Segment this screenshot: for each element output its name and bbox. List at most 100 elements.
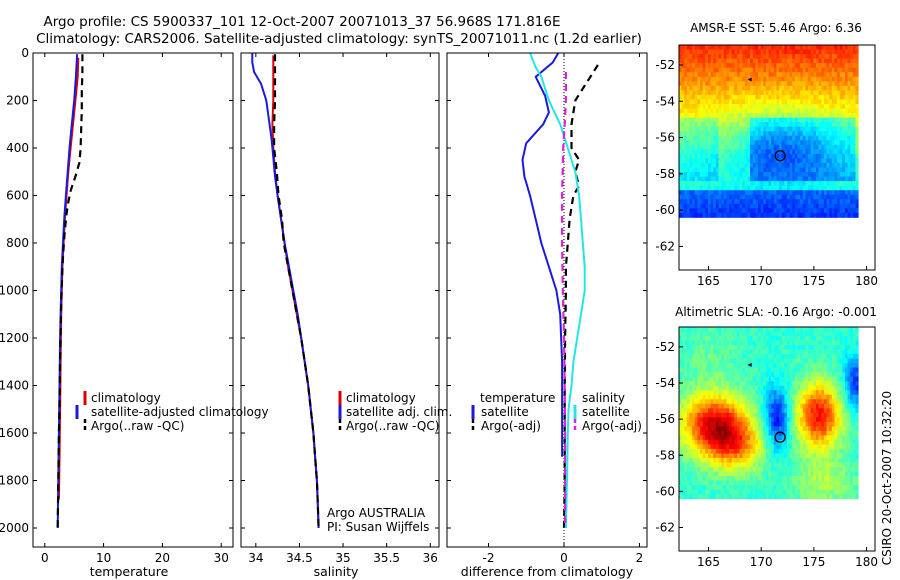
map-cell	[742, 394, 746, 400]
map-cell	[750, 385, 754, 391]
map-cell	[771, 72, 775, 78]
map-cell	[845, 153, 849, 159]
map-cell	[826, 176, 830, 182]
map-cell	[829, 203, 833, 209]
map-cell	[831, 376, 835, 382]
map-cell	[765, 327, 769, 332]
map-cell	[773, 126, 777, 132]
map-cell	[771, 104, 775, 109]
map-cell	[845, 131, 849, 137]
map-cell	[816, 453, 820, 459]
map-cell	[784, 462, 788, 468]
map-cell	[823, 63, 827, 69]
map-cell	[781, 176, 785, 182]
map-cell	[808, 208, 812, 214]
map-cell	[816, 363, 820, 369]
map-cell	[752, 327, 756, 332]
map-cell	[713, 349, 717, 355]
map-cell	[739, 412, 743, 418]
map-cell	[821, 408, 825, 414]
map-cell	[729, 485, 733, 491]
map-cell	[776, 199, 780, 205]
map-cell	[713, 471, 717, 477]
map-cell	[686, 131, 690, 137]
map-cell	[823, 421, 827, 427]
map-cell	[794, 467, 798, 472]
map-cell	[742, 471, 746, 477]
map-cell	[752, 54, 756, 60]
map-cell	[752, 117, 756, 123]
map-cell	[694, 467, 698, 472]
map-cell	[689, 162, 693, 168]
temperature-panel: 0 10 20 30020040060080010001200140016001800…	[0, 46, 269, 579]
map-cell	[755, 476, 759, 481]
map-cell	[813, 94, 817, 100]
map-cell	[721, 113, 725, 118]
map-cell	[734, 403, 738, 409]
map-cell	[852, 158, 856, 164]
map-cell	[810, 94, 814, 100]
map-cell	[792, 417, 796, 423]
map-cell	[710, 162, 714, 168]
map-cell	[784, 489, 788, 495]
map-cell	[768, 158, 772, 164]
map-cell	[755, 81, 759, 87]
map-cell	[829, 67, 833, 73]
map-cell	[802, 162, 806, 168]
map-cell	[855, 135, 859, 141]
map-cell	[697, 122, 701, 128]
map-cell	[763, 149, 767, 155]
map-cell	[747, 72, 751, 78]
map-cell	[789, 439, 793, 445]
map-cell	[847, 58, 851, 64]
map-cell	[794, 485, 798, 491]
map-cell	[855, 94, 859, 100]
map-cell	[718, 104, 722, 109]
map-cell	[715, 349, 719, 355]
map-cell	[702, 426, 706, 432]
map-cell	[800, 381, 804, 387]
map-cell	[800, 421, 804, 427]
map-cell	[750, 390, 754, 396]
map-cell	[792, 435, 796, 441]
map-cell	[702, 385, 706, 391]
map-cell	[689, 430, 693, 436]
map-cell	[797, 408, 801, 414]
map-cell	[855, 76, 859, 82]
map-cell	[805, 81, 809, 87]
map-cell	[760, 385, 764, 391]
map-cell	[813, 117, 817, 123]
map-cell	[684, 54, 688, 60]
map-cell	[818, 485, 822, 491]
map-cell	[813, 489, 817, 495]
map-cell	[692, 408, 696, 414]
map-cell	[813, 172, 817, 177]
map-cell	[771, 199, 775, 205]
map-cell	[734, 453, 738, 459]
map-cell	[771, 144, 775, 150]
map-cell	[842, 167, 846, 173]
map-cell	[684, 408, 688, 414]
map-cell	[752, 158, 756, 164]
map-cell	[773, 63, 777, 69]
map-cell	[765, 467, 769, 472]
map-cell	[784, 331, 788, 337]
map-cell	[692, 458, 696, 463]
map-cell	[742, 480, 746, 486]
map-cell	[784, 176, 788, 182]
map-cell	[779, 489, 783, 495]
map-cell	[684, 126, 688, 132]
map-cell	[721, 403, 725, 409]
map-cell	[718, 394, 722, 400]
map-cell	[813, 403, 817, 409]
map-cell	[752, 94, 756, 100]
map-cell	[726, 394, 730, 400]
map-cell	[813, 99, 817, 105]
map-cell	[831, 385, 835, 391]
map-cell	[805, 85, 809, 91]
figure-title-line2: Climatology: CARS2006. Satellite-adjuste…	[36, 31, 642, 47]
map-cell	[855, 54, 859, 60]
map-cell	[826, 99, 830, 105]
map-cell	[758, 444, 762, 450]
map-cell	[758, 480, 762, 486]
